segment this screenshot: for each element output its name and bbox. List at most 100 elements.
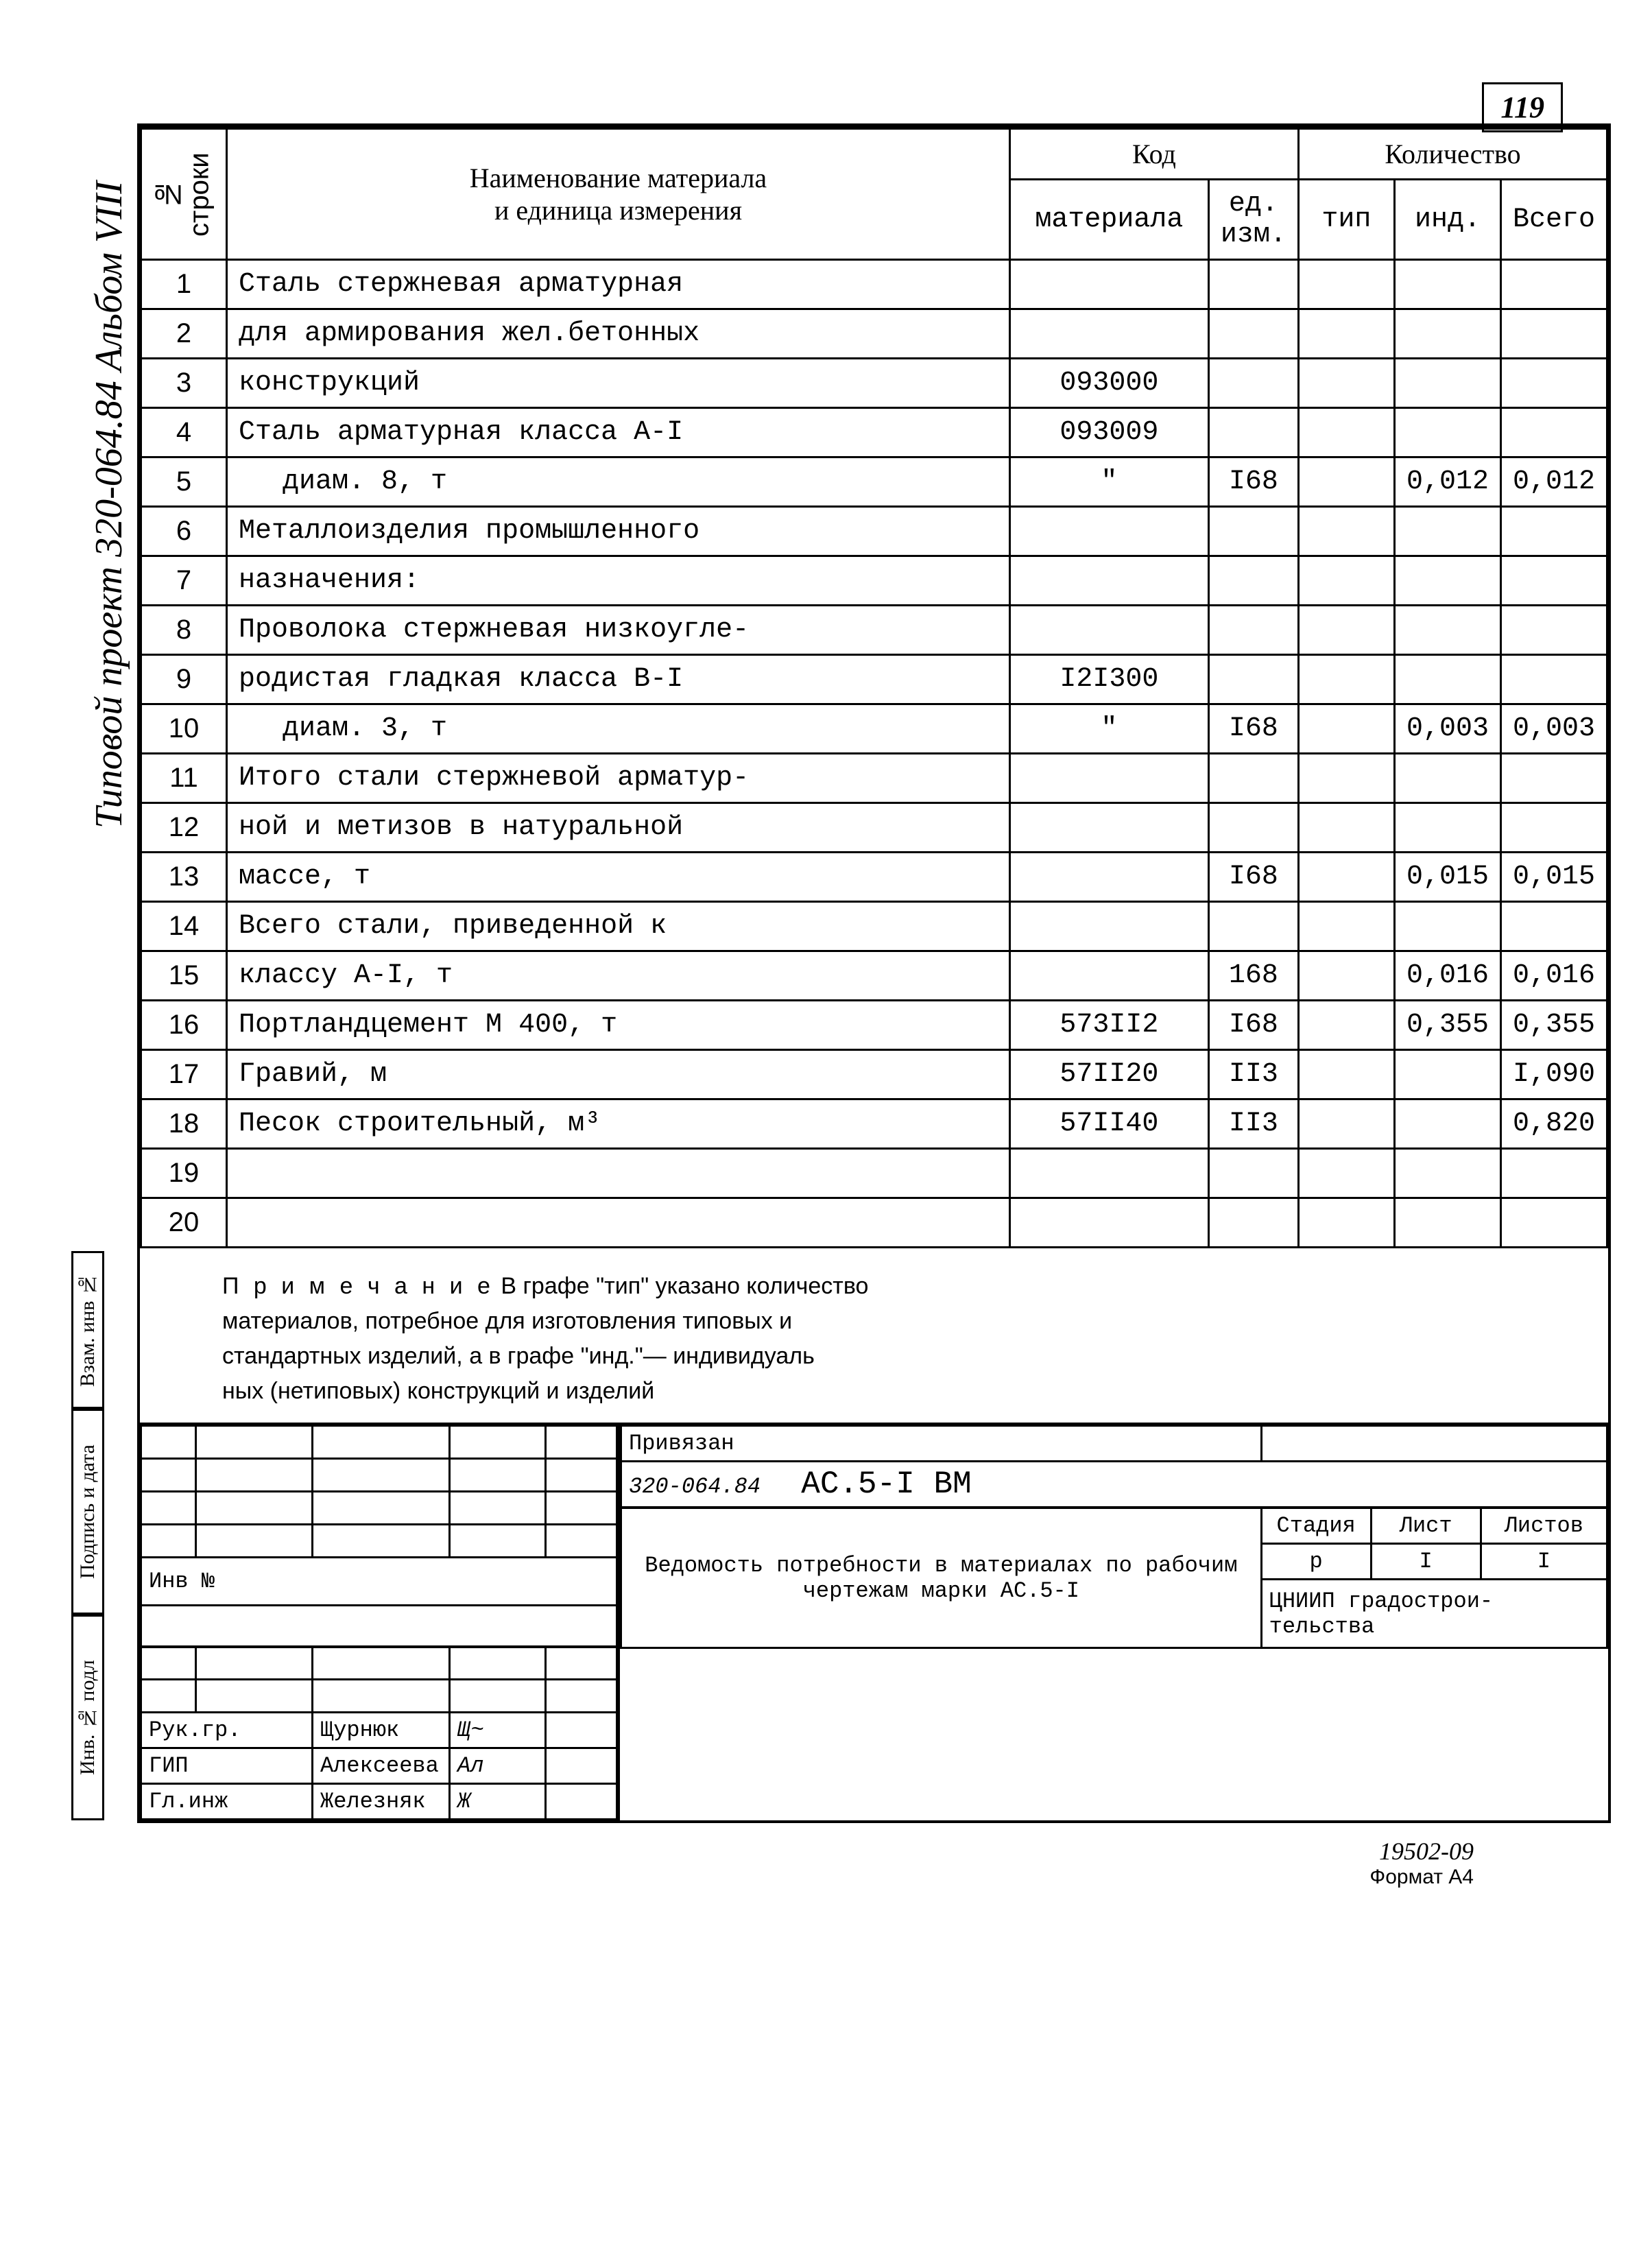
table-row: 11Итого стали стержневой арматур- — [141, 754, 1607, 803]
row-ind — [1394, 655, 1500, 704]
footer-code: 19502-09 — [1379, 1837, 1474, 1865]
row-code: " — [1009, 457, 1208, 507]
row-name: диам. 8, т — [227, 457, 1010, 507]
row-typ — [1298, 309, 1394, 359]
row-total — [1500, 309, 1607, 359]
row-typ — [1298, 1099, 1394, 1149]
row-code — [1009, 1198, 1208, 1248]
header-code-material: материала — [1009, 180, 1208, 260]
row-typ — [1298, 556, 1394, 606]
row-total: 0,003 — [1500, 704, 1607, 754]
row-unit: I68 — [1208, 853, 1298, 902]
table-row: 7назначения: — [141, 556, 1607, 606]
header-name: Наименование материала и единица измерен… — [227, 129, 1010, 260]
header-qty: Количество — [1298, 129, 1607, 180]
row-code: I2I300 — [1009, 655, 1208, 704]
role-2: ГИП — [141, 1748, 313, 1784]
row-ind — [1394, 309, 1500, 359]
row-typ — [1298, 408, 1394, 457]
table-row: 19 — [141, 1149, 1607, 1198]
row-num: 7 — [141, 556, 227, 606]
sig-3: Ж — [450, 1784, 546, 1820]
row-ind — [1394, 507, 1500, 556]
row-typ — [1298, 754, 1394, 803]
row-code: 57II40 — [1009, 1099, 1208, 1149]
row-total — [1500, 260, 1607, 309]
row-unit: II3 — [1208, 1099, 1298, 1149]
sheets-value: I — [1481, 1544, 1607, 1580]
row-name: Портландцемент М 400, т — [227, 1001, 1010, 1050]
row-num: 5 — [141, 457, 227, 507]
row-ind — [1394, 359, 1500, 408]
row-total — [1500, 902, 1607, 951]
row-name: Металлоизделия промышленного — [227, 507, 1010, 556]
footer: 19502-09 Формат А4 — [41, 1823, 1611, 1889]
row-name: Проволока стержневая низкоугле- — [227, 606, 1010, 655]
row-num: 17 — [141, 1050, 227, 1099]
row-total: 0,820 — [1500, 1099, 1607, 1149]
table-row: 1Сталь стержневая арматурная — [141, 260, 1607, 309]
row-unit — [1208, 359, 1298, 408]
row-unit — [1208, 1149, 1298, 1198]
row-typ — [1298, 260, 1394, 309]
row-ind — [1394, 260, 1500, 309]
name-3: Железняк — [313, 1784, 450, 1820]
note-text1: В графе "тип" указано количество — [501, 1273, 868, 1299]
row-code — [1009, 902, 1208, 951]
row-code: 093000 — [1009, 359, 1208, 408]
row-code — [1009, 853, 1208, 902]
row-total: 0,355 — [1500, 1001, 1607, 1050]
row-total — [1500, 754, 1607, 803]
table-row: 9родистая гладкая класса В-II2I300 — [141, 655, 1607, 704]
privyazan-label: Привязан — [621, 1426, 1262, 1462]
row-ind — [1394, 902, 1500, 951]
row-total: 0,015 — [1500, 853, 1607, 902]
row-unit — [1208, 803, 1298, 853]
table-row: 16Портландцемент М 400, т573II2I680,3550… — [141, 1001, 1607, 1050]
row-num: 1 — [141, 260, 227, 309]
row-name: назначения: — [227, 556, 1010, 606]
row-num: 14 — [141, 902, 227, 951]
row-num: 11 — [141, 754, 227, 803]
stage-header: Стадия — [1261, 1508, 1371, 1544]
header-code-unit: ед. изм. — [1208, 180, 1298, 260]
row-unit — [1208, 606, 1298, 655]
note-label: П р и м е ч а н и е — [222, 1273, 494, 1299]
table-row: 4Сталь арматурная класса А-I093009 — [141, 408, 1607, 457]
table-row: 8Проволока стержневая низкоугле- — [141, 606, 1607, 655]
table-row: 5диам. 8, т"I680,0120,012 — [141, 457, 1607, 507]
row-num: 9 — [141, 655, 227, 704]
sig-1: Щ~ — [450, 1713, 546, 1748]
sheets-header: Листов — [1481, 1508, 1607, 1544]
row-name: Песок строительный, м³ — [227, 1099, 1010, 1149]
row-ind: 0,015 — [1394, 853, 1500, 902]
sheet-header: Лист — [1371, 1508, 1481, 1544]
row-name — [227, 1198, 1010, 1248]
doc-ac: АС.5-I ВМ — [801, 1466, 971, 1502]
row-ind — [1394, 556, 1500, 606]
row-name: конструкций — [227, 359, 1010, 408]
row-unit: I68 — [1208, 704, 1298, 754]
table-row: 2для армирования жел.бетонных — [141, 309, 1607, 359]
row-num: 20 — [141, 1198, 227, 1248]
row-unit — [1208, 655, 1298, 704]
name-1: Щурнюк — [313, 1713, 450, 1748]
note-text2: материалов, потребное для изготовления т… — [222, 1308, 792, 1334]
drawing-frame: Типовой проект 320-064.84 Альбом VIII Вз… — [137, 123, 1611, 1823]
organization: ЦНИИП градострои- тельства — [1261, 1580, 1607, 1648]
header-name-l1: Наименование материала — [239, 162, 998, 194]
row-name: Сталь стержневая арматурная — [227, 260, 1010, 309]
row-code: 573II2 — [1009, 1001, 1208, 1050]
row-ind: 0,355 — [1394, 1001, 1500, 1050]
note-text3: стандартных изделий, а в графе "инд."— и… — [222, 1343, 815, 1369]
header-qty-total: Всего — [1500, 180, 1607, 260]
table-row: 12ной и метизов в натуральной — [141, 803, 1607, 853]
row-ind: 0,012 — [1394, 457, 1500, 507]
note-block: П р и м е ч а н и е В графе "тип" указан… — [140, 1248, 1608, 1423]
row-unit: I68 — [1208, 1001, 1298, 1050]
sig-2: Ал — [450, 1748, 546, 1784]
materials-table: № строки Наименование материала и единиц… — [140, 128, 1608, 1248]
row-ind — [1394, 408, 1500, 457]
row-num: 6 — [141, 507, 227, 556]
row-typ — [1298, 853, 1394, 902]
